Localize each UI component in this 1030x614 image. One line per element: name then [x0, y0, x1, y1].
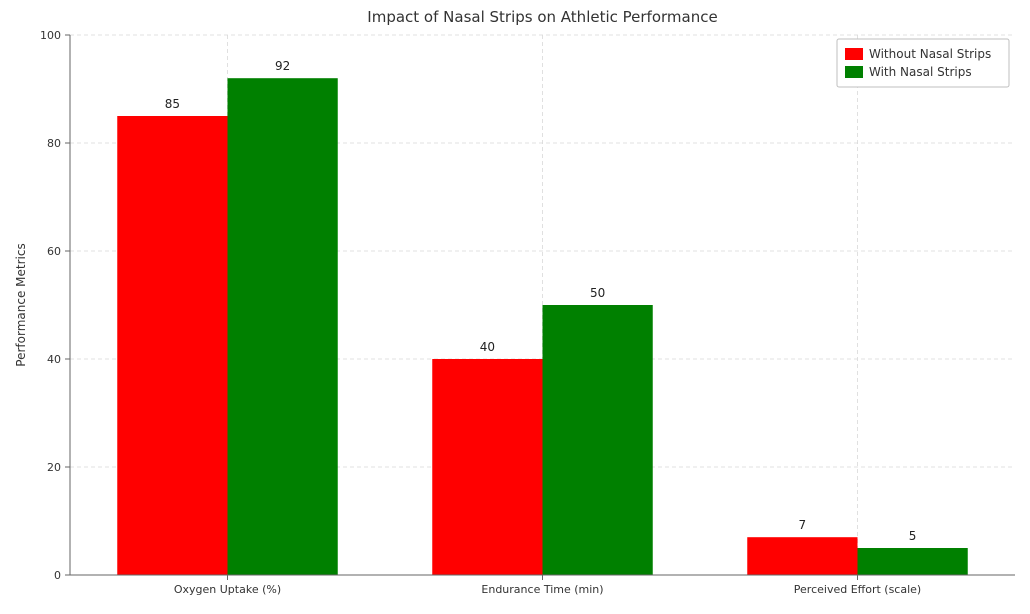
legend-label: With Nasal Strips	[869, 65, 972, 79]
x-tick-label: Endurance Time (min)	[481, 583, 603, 596]
bar-chart: 8592405075020406080100Oxygen Uptake (%)E…	[0, 0, 1030, 614]
bar-value-label: 40	[480, 340, 495, 354]
y-tick-label: 100	[40, 29, 61, 42]
bar-value-label: 50	[590, 286, 605, 300]
legend: Without Nasal Strips With Nasal Strips	[837, 39, 1009, 87]
y-tick-label: 0	[54, 569, 61, 582]
bar	[228, 78, 338, 575]
legend-label: Without Nasal Strips	[869, 47, 991, 61]
y-tick-label: 20	[47, 461, 61, 474]
y-tick-label: 80	[47, 137, 61, 150]
legend-swatch	[845, 48, 863, 60]
bar	[117, 116, 227, 575]
bar-value-label: 85	[165, 97, 180, 111]
bar	[858, 548, 968, 575]
x-tick-label: Oxygen Uptake (%)	[174, 583, 281, 596]
y-axis-label: Performance Metrics	[14, 243, 28, 366]
chart-title: Impact of Nasal Strips on Athletic Perfo…	[367, 8, 717, 26]
legend-swatch	[845, 66, 863, 78]
bar-value-label: 7	[799, 518, 807, 532]
chart-container: 8592405075020406080100Oxygen Uptake (%)E…	[0, 0, 1030, 614]
y-tick-label: 60	[47, 245, 61, 258]
x-tick-label: Perceived Effort (scale)	[794, 583, 921, 596]
bar-value-label: 92	[275, 59, 290, 73]
bar	[432, 359, 542, 575]
bar	[747, 537, 857, 575]
bar	[543, 305, 653, 575]
bar-value-label: 5	[909, 529, 917, 543]
y-tick-label: 40	[47, 353, 61, 366]
